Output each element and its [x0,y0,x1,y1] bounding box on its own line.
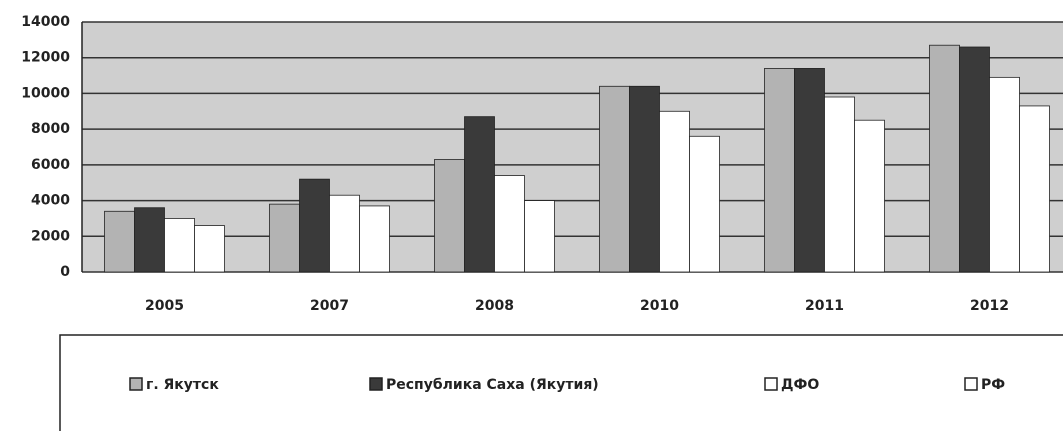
bar [194,225,225,273]
y-tick-label: 4000 [31,193,70,209]
legend-swatch [964,377,978,391]
legend-swatch [129,377,143,391]
bar [989,76,1020,273]
x-tick-label: 2010 [640,298,679,314]
x-tick-label: 2011 [805,298,844,314]
bar [929,44,960,273]
x-tick-label: 2012 [970,298,1009,314]
legend-swatch [369,377,383,391]
bar [764,68,795,273]
bar [329,194,360,273]
x-tick-label: 2008 [475,298,514,314]
bar [854,119,885,273]
bar [689,135,720,273]
y-tick-label: 8000 [31,121,70,137]
bar [794,68,825,273]
legend-swatch [764,377,778,391]
bar [299,178,330,273]
y-tick-label: 0 [60,264,70,280]
bar [104,210,135,273]
legend-box [59,334,1063,431]
x-tick-label: 2005 [145,298,184,314]
bar [824,96,855,273]
legend-label: г. Якутск [146,377,219,393]
bar [269,203,300,273]
y-tick-label: 2000 [31,228,70,244]
legend-label: РФ [981,377,1005,393]
bar [464,116,495,273]
bar [1019,105,1050,273]
legend-label: ДФО [781,377,819,393]
plot-area [82,22,1063,272]
bar [359,205,390,273]
y-tick-label: 14000 [21,14,70,30]
y-tick-label: 10000 [21,85,70,101]
bar [134,207,165,273]
y-tick-label: 6000 [31,157,70,173]
bar [599,85,630,273]
y-tick-label: 12000 [21,50,70,66]
bar [524,200,555,273]
legend-label: Республика Саха (Якутия) [386,377,599,393]
bar [959,46,990,273]
bar [629,85,660,273]
x-tick-label: 2007 [310,298,349,314]
bar [434,159,465,273]
bar [494,175,525,273]
bar [164,218,195,273]
bar [659,110,690,273]
